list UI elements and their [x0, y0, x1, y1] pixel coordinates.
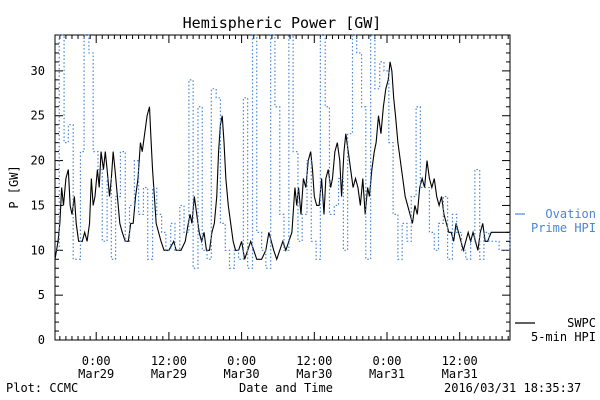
x-axis-label: Date and Time [239, 381, 333, 395]
x-tick-label-time: 0:00 [373, 354, 402, 368]
ovation-legend-label-line2: Prime HPI [531, 221, 596, 235]
plot-frame [54, 34, 511, 341]
x-tick-label-time: 12:00 [296, 354, 332, 368]
chart-title: Hemispheric Power [GW] [183, 14, 382, 32]
timestamp: 2016/03/31 18:35:37 [444, 381, 581, 395]
y-axis-label: P [GW] [7, 165, 21, 208]
x-tick-label-time: 0:00 [82, 354, 111, 368]
x-tick-label-date: Mar31 [369, 367, 405, 381]
x-tick-label-time: 0:00 [227, 354, 256, 368]
swpc-legend-label: SWPC [567, 316, 596, 330]
ovation-legend-label: Ovation [545, 207, 596, 221]
x-tick-label-date: Mar30 [296, 367, 332, 381]
swpc-legend-label-line2: 5-min HPI [531, 330, 596, 344]
x-axis: 0:00Mar2912:00Mar290:00Mar3012:00Mar300:… [59, 35, 509, 381]
y-tick-label: 10 [31, 243, 45, 257]
y-tick-label: 5 [38, 288, 45, 302]
x-tick-label-date: Mar31 [442, 367, 478, 381]
x-tick-label-date: Mar29 [151, 367, 187, 381]
series-layer [54, 34, 511, 269]
y-tick-label: 30 [31, 64, 45, 78]
x-tick-label-date: Mar30 [224, 367, 260, 381]
y-tick-label: 20 [31, 154, 45, 168]
swpc-series-line [54, 61, 510, 261]
y-tick-label: 0 [38, 333, 45, 347]
plot-credit: Plot: CCMC [6, 381, 78, 395]
x-tick-label-time: 12:00 [442, 354, 478, 368]
x-tick-label-time: 12:00 [151, 354, 187, 368]
ovation-prime-series-line [55, 34, 511, 269]
y-tick-label: 15 [31, 198, 45, 212]
y-tick-label: 25 [31, 109, 45, 123]
x-tick-label-date: Mar29 [78, 367, 114, 381]
plot-area [54, 34, 511, 341]
